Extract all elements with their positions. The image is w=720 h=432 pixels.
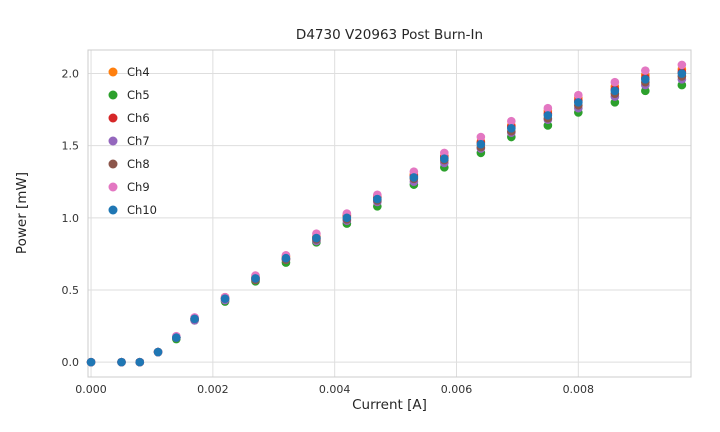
data-point-ch10 [574,98,583,107]
data-point-ch9 [574,90,583,100]
legend-marker-ch7 [108,136,118,146]
legend-marker-ch6 [108,113,118,123]
legend-marker-ch9 [108,182,118,192]
y-tick-label: 2.0 [62,68,80,81]
legend-label-ch10: Ch10 [127,203,157,217]
data-point-ch10 [373,194,382,204]
data-point-ch10 [117,357,126,367]
legend-marker-ch4 [108,67,118,77]
legend-marker-ch10 [108,205,118,215]
y-tick-label: 0.0 [62,356,80,369]
data-point-ch10 [342,213,352,223]
chart-title: D4730 V20963 Post Burn-In [295,27,484,43]
data-point-ch10 [610,86,620,96]
data-point-ch9 [543,103,553,113]
data-point-ch10 [543,111,553,120]
x-tick-label: 0.000 [75,383,107,396]
y-tick-label: 1.0 [62,212,80,225]
x-tick-label: 0.002 [197,383,229,396]
legend-label-ch6: Ch6 [127,111,150,125]
data-point-ch10 [677,69,687,78]
legend-label-ch7: Ch7 [127,134,150,148]
legend-label-ch8: Ch8 [127,157,150,171]
data-point-ch10 [86,357,96,367]
plot-border [87,49,692,378]
data-point-ch10 [641,74,650,84]
legend-marker-ch8 [108,159,118,169]
data-point-ch10 [281,253,291,263]
data-point-ch10 [312,233,321,243]
data-point-ch10 [220,294,230,303]
data-point-ch10 [251,274,260,283]
x-tick-label: 0.004 [319,383,351,396]
legend-marker-ch5 [108,90,118,100]
data-point-ch10 [476,139,486,149]
legend-label-ch5: Ch5 [127,88,150,102]
data-point-ch10 [440,154,449,163]
x-tick-label: 0.008 [563,383,595,396]
y-tick-label: 0.5 [62,284,80,297]
data-point-ch9 [641,66,650,75]
data-point-ch10 [409,173,419,182]
data-point-ch9 [476,132,486,142]
y-axis-label: Power [mW] [14,171,30,255]
data-point-ch10 [135,357,145,367]
y-tick-label: 1.5 [62,140,80,153]
data-point-ch10 [507,124,516,133]
legend-label-ch9: Ch9 [127,180,150,194]
data-point-ch10 [172,333,181,342]
data-point-ch9 [507,116,516,126]
legend-label-ch4: Ch4 [127,65,150,79]
data-point-ch9 [610,77,620,87]
data-point-ch10 [190,314,199,324]
x-tick-label: 0.006 [441,383,473,396]
data-point-ch10 [153,347,163,357]
x-axis-label: Current [A] [352,397,427,413]
data-point-ch9 [677,60,687,70]
